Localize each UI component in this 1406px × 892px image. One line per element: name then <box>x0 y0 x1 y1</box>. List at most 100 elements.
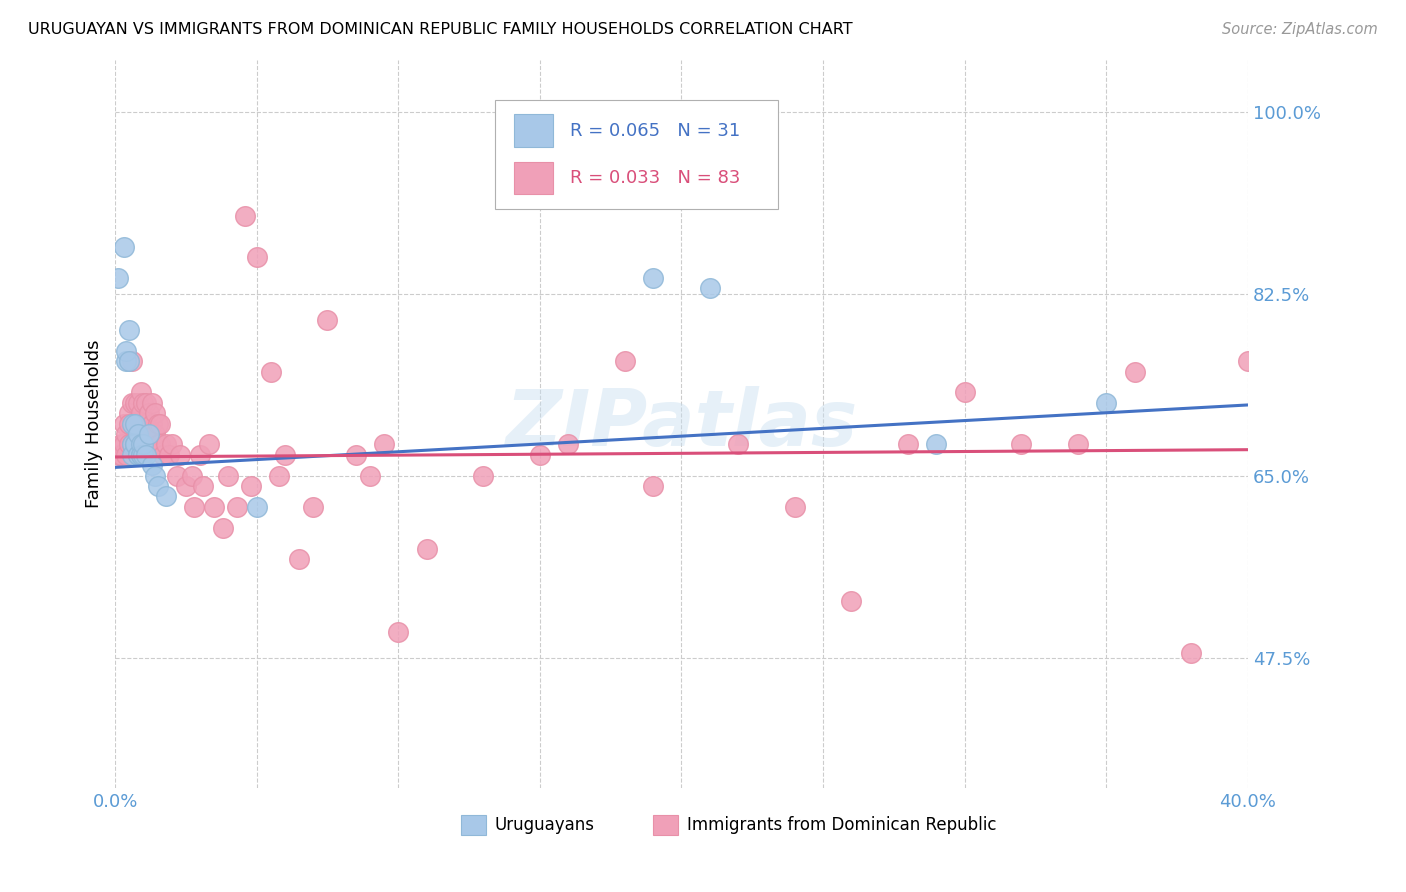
Point <box>211 521 233 535</box>
Point <box>118 406 141 420</box>
Point <box>127 448 149 462</box>
Point <box>138 406 160 420</box>
Point <box>149 417 172 431</box>
Point <box>118 354 141 368</box>
Point <box>415 541 437 556</box>
Point <box>143 406 166 420</box>
Point <box>127 437 149 451</box>
Point <box>127 448 149 462</box>
Point <box>112 417 135 431</box>
Point <box>246 250 269 264</box>
Point <box>841 593 863 607</box>
Point <box>118 323 141 337</box>
Point <box>1010 437 1032 451</box>
Point <box>121 396 143 410</box>
Point <box>472 468 495 483</box>
Point <box>316 312 339 326</box>
Point <box>146 437 169 451</box>
Y-axis label: Family Households: Family Households <box>86 340 103 508</box>
Point <box>188 448 211 462</box>
Point <box>152 448 174 462</box>
Point <box>141 417 163 431</box>
Point <box>132 396 155 410</box>
Point <box>124 417 146 431</box>
Point <box>191 479 214 493</box>
Point <box>138 427 160 442</box>
Point <box>135 448 157 462</box>
Text: URUGUAYAN VS IMMIGRANTS FROM DOMINICAN REPUBLIC FAMILY HOUSEHOLDS CORRELATION CH: URUGUAYAN VS IMMIGRANTS FROM DOMINICAN R… <box>28 22 853 37</box>
Point <box>138 427 160 442</box>
Point <box>124 437 146 451</box>
Point <box>132 448 155 462</box>
Point <box>146 479 169 493</box>
Point <box>141 437 163 451</box>
FancyBboxPatch shape <box>513 161 554 194</box>
Point <box>121 437 143 451</box>
Point <box>110 448 132 462</box>
Point <box>110 437 132 451</box>
Point <box>643 271 665 285</box>
Point <box>121 437 143 451</box>
Point <box>925 437 948 451</box>
FancyBboxPatch shape <box>495 100 778 209</box>
Point <box>174 479 197 493</box>
Point <box>197 437 219 451</box>
Point <box>107 271 129 285</box>
Point <box>274 448 297 462</box>
Point <box>149 437 172 451</box>
Point <box>143 468 166 483</box>
Point <box>121 354 143 368</box>
Text: ZIPatlas: ZIPatlas <box>505 385 858 462</box>
Point <box>359 468 381 483</box>
Point <box>124 437 146 451</box>
Point <box>160 437 183 451</box>
Text: Immigrants from Dominican Republic: Immigrants from Dominican Republic <box>688 816 997 834</box>
Point <box>127 417 149 431</box>
Text: R = 0.033   N = 83: R = 0.033 N = 83 <box>571 169 741 187</box>
Point <box>246 500 269 514</box>
Point <box>121 417 143 431</box>
Point <box>143 427 166 442</box>
Point <box>127 396 149 410</box>
Point <box>783 500 806 514</box>
FancyBboxPatch shape <box>461 814 485 835</box>
Point <box>897 437 920 451</box>
Point <box>225 500 247 514</box>
Point <box>727 437 749 451</box>
Point <box>240 479 263 493</box>
FancyBboxPatch shape <box>654 814 678 835</box>
Point <box>202 500 225 514</box>
Point <box>115 343 138 358</box>
Point <box>124 396 146 410</box>
Point <box>127 427 149 442</box>
Point <box>235 209 257 223</box>
Point <box>613 354 636 368</box>
Point <box>124 417 146 431</box>
FancyBboxPatch shape <box>513 114 554 147</box>
Point <box>124 437 146 451</box>
Text: R = 0.065   N = 31: R = 0.065 N = 31 <box>571 121 741 139</box>
Point <box>121 448 143 462</box>
Point <box>129 448 152 462</box>
Point <box>387 624 409 639</box>
Point <box>118 437 141 451</box>
Point <box>1180 646 1202 660</box>
Point <box>115 448 138 462</box>
Point <box>557 437 579 451</box>
Point <box>529 448 551 462</box>
Point <box>157 448 180 462</box>
Point <box>699 281 721 295</box>
Point <box>155 490 177 504</box>
Point <box>107 448 129 462</box>
Point <box>180 468 202 483</box>
Point <box>155 437 177 451</box>
Point <box>166 468 188 483</box>
Point <box>129 385 152 400</box>
Point <box>132 437 155 451</box>
Point <box>118 417 141 431</box>
Point <box>129 406 152 420</box>
Point <box>288 552 311 566</box>
Point <box>129 448 152 462</box>
Point <box>135 396 157 410</box>
Point <box>344 448 367 462</box>
